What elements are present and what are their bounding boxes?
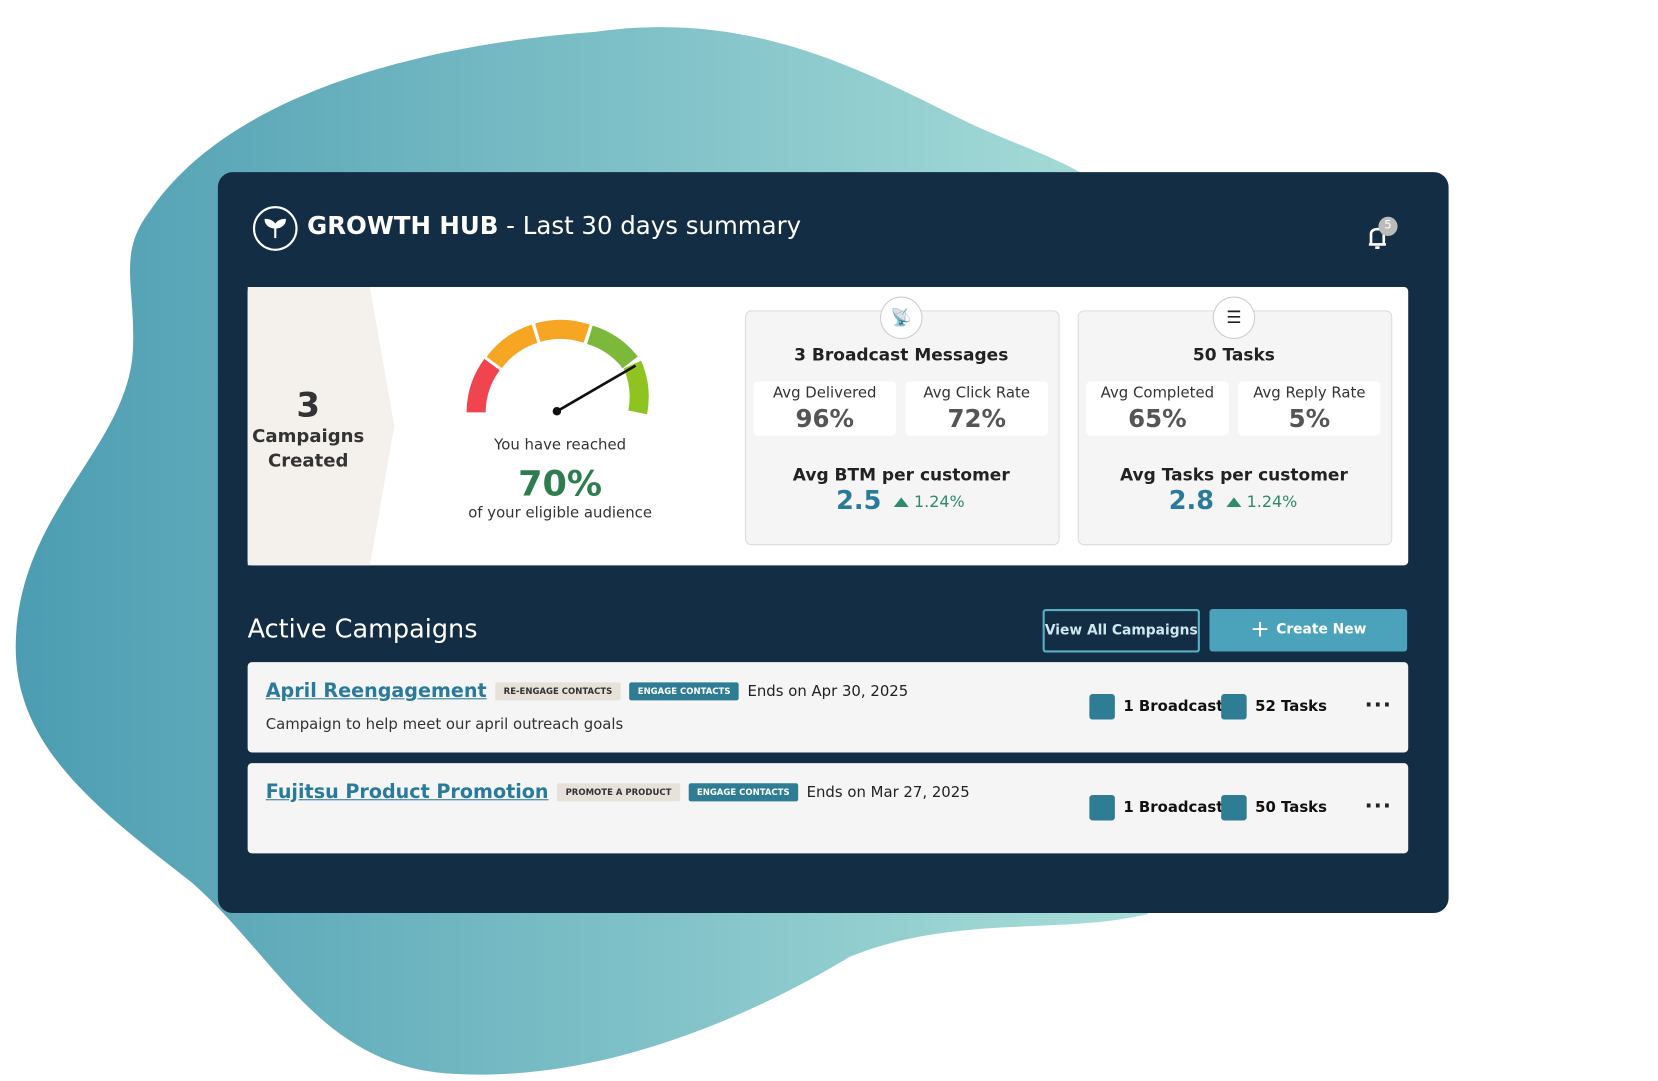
audience-label: of your eligible audience <box>468 504 652 522</box>
change-arrow <box>1226 497 1242 507</box>
change-value: 1.24% <box>914 492 965 512</box>
campaign-tag: ENGAGE CONTACTS <box>629 682 739 701</box>
metric-box <box>1086 381 1229 436</box>
campaign-row <box>247 662 1409 753</box>
notification-count: 5 <box>1384 217 1392 232</box>
avg-label: Avg BTM per customer <box>792 464 1010 485</box>
reached-label: You have reached <box>494 436 627 454</box>
more-menu[interactable]: ··· <box>1364 691 1393 718</box>
card-title: 50 Tasks <box>1192 344 1275 365</box>
campaign-chevron <box>247 286 395 566</box>
subtitle: - Last 30 days summary <box>506 212 802 241</box>
avg-value: 2.8 <box>1168 485 1214 516</box>
metric-label: Avg Reply Rate <box>1253 384 1366 402</box>
tasks-icon <box>1221 794 1247 821</box>
metric-label: Avg Completed <box>1100 384 1215 402</box>
header-title: GROWTH HUB - Last 30 days summary <box>307 213 801 241</box>
campaign-header: Fujitsu Product Promotion PROMOTE A PRODU… <box>266 781 970 803</box>
campaign-name[interactable]: April Reengagement <box>265 680 487 703</box>
logo <box>252 206 298 251</box>
broadcast-icon <box>1089 694 1115 720</box>
metric-label: Avg Click Rate <box>923 384 1031 402</box>
metric-value: 72% <box>947 405 1006 434</box>
metric-box <box>753 381 896 436</box>
broadcast-icon <box>1089 794 1115 821</box>
change-value: 1.24% <box>1246 492 1298 512</box>
campaign-ends: Ends on Mar 27, 2025 <box>806 783 970 801</box>
reached-percent: 70% <box>518 462 603 504</box>
tasks-icon <box>1221 694 1247 720</box>
tasks-count: 50 Tasks <box>1255 799 1327 817</box>
campaign-tag: ENGAGE CONTACTS <box>688 783 799 802</box>
campaign-header: April Reengagement RE-ENGAGE CONTACTS ENGA… <box>266 680 909 702</box>
campaign-name[interactable]: Fujitsu Product Promotion <box>265 781 549 804</box>
gauge <box>466 319 649 416</box>
view-all-button[interactable]: View All Campaigns <box>1042 608 1200 653</box>
avg-label: Avg Tasks per customer <box>1119 464 1348 485</box>
broadcast-count: 1 Broadcast <box>1123 698 1224 716</box>
metric-value: 65% <box>1128 405 1187 434</box>
campaign-tag: RE-ENGAGE CONTACTS <box>495 682 621 701</box>
campaigns-count: 3 <box>296 384 321 426</box>
create-button[interactable]: +Create New Campaign <box>1209 608 1408 680</box>
campaign-description: Campaign to help meet our april outreach… <box>265 716 624 734</box>
card-icon: 📡 <box>879 296 923 340</box>
tasks-count: 52 Tasks <box>1255 698 1327 716</box>
campaign-ends: Ends on Apr 30, 2025 <box>747 682 909 700</box>
campaign-tag: PROMOTE A PRODUCT <box>557 783 680 802</box>
section-title: Active Campaigns <box>247 614 478 645</box>
notification-bell[interactable] <box>1360 213 1403 256</box>
campaigns-label: Campaigns Created <box>252 426 365 472</box>
card-title: 3 Broadcast Messages <box>794 344 1009 365</box>
more-menu[interactable]: ··· <box>1364 792 1393 819</box>
campaign-row <box>247 763 1409 854</box>
card-icon: ☰ <box>1212 296 1256 340</box>
change-arrow <box>893 497 909 507</box>
metric-label: Avg Delivered <box>772 384 877 402</box>
metric-value: 5% <box>1288 405 1331 434</box>
avg-value: 2.5 <box>836 485 882 516</box>
metric-box <box>905 381 1048 436</box>
metric-value: 96% <box>795 405 854 434</box>
metric-box <box>1238 381 1381 436</box>
brand: GROWTH HUB <box>307 212 499 241</box>
broadcast-count: 1 Broadcast <box>1123 799 1224 817</box>
